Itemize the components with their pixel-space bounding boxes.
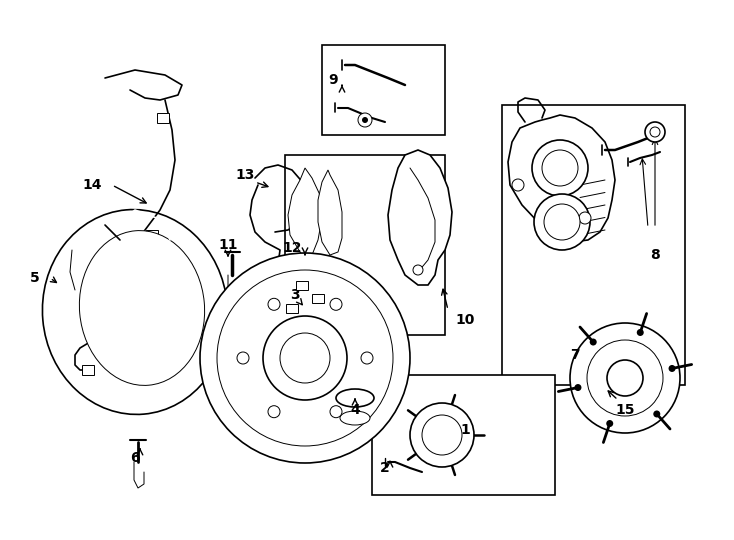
Text: 9: 9 [328,73,338,87]
Text: 1: 1 [460,423,470,437]
Circle shape [362,117,368,123]
Circle shape [607,360,643,396]
Text: 7: 7 [570,348,580,362]
Circle shape [570,323,680,433]
Text: 10: 10 [455,313,474,327]
Circle shape [217,270,393,446]
Circle shape [542,150,578,186]
Circle shape [263,316,347,400]
Circle shape [237,352,249,364]
Bar [286,304,298,313]
Circle shape [358,113,372,127]
Circle shape [280,333,330,383]
Circle shape [410,403,474,467]
Text: 3: 3 [290,288,299,302]
Circle shape [532,140,588,196]
Circle shape [587,340,663,416]
Text: 8: 8 [650,248,660,262]
Text: 15: 15 [615,403,635,417]
Bar [146,230,158,240]
Circle shape [413,265,423,275]
Circle shape [645,122,665,142]
Circle shape [422,415,462,455]
Ellipse shape [340,411,370,425]
Polygon shape [288,168,322,258]
Bar [372,375,555,495]
Circle shape [575,384,581,391]
Circle shape [637,329,644,336]
Ellipse shape [43,210,228,414]
Bar [312,294,324,303]
Polygon shape [318,170,342,255]
Circle shape [653,410,661,417]
Text: 13: 13 [236,168,255,182]
Circle shape [650,127,660,137]
Text: 5: 5 [30,271,40,285]
Ellipse shape [336,389,374,407]
Circle shape [579,212,591,224]
Bar [285,155,445,335]
Circle shape [200,253,410,463]
Bar [322,45,445,135]
Circle shape [534,194,590,250]
Circle shape [606,420,613,427]
Text: 12: 12 [283,241,302,255]
Circle shape [268,298,280,310]
Circle shape [589,339,597,346]
Circle shape [330,298,342,310]
Circle shape [669,365,675,372]
Bar [82,365,94,375]
Circle shape [268,406,280,418]
Circle shape [544,204,580,240]
Bar [296,281,308,290]
Text: 14: 14 [82,178,102,192]
Text: 6: 6 [130,451,139,465]
Ellipse shape [79,231,205,386]
Circle shape [512,179,524,191]
Circle shape [361,352,373,364]
Polygon shape [508,115,615,242]
Bar [502,105,685,385]
Bar [157,113,169,123]
Polygon shape [388,150,452,285]
Bar [135,280,147,290]
Text: 4: 4 [350,403,360,417]
Text: 2: 2 [380,461,390,475]
Text: 11: 11 [218,238,238,252]
Circle shape [330,406,342,418]
